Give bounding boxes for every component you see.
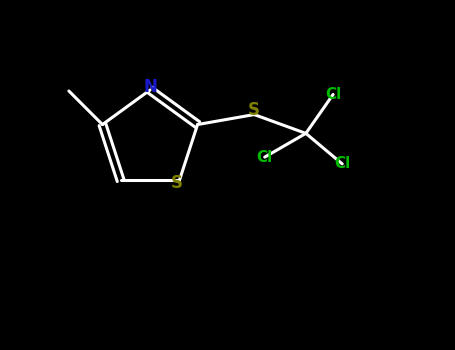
Text: S: S — [171, 174, 183, 192]
Text: Cl: Cl — [325, 87, 341, 102]
Text: N: N — [143, 78, 157, 97]
Text: Cl: Cl — [257, 150, 273, 164]
Text: Cl: Cl — [334, 156, 350, 172]
Text: S: S — [248, 100, 260, 119]
